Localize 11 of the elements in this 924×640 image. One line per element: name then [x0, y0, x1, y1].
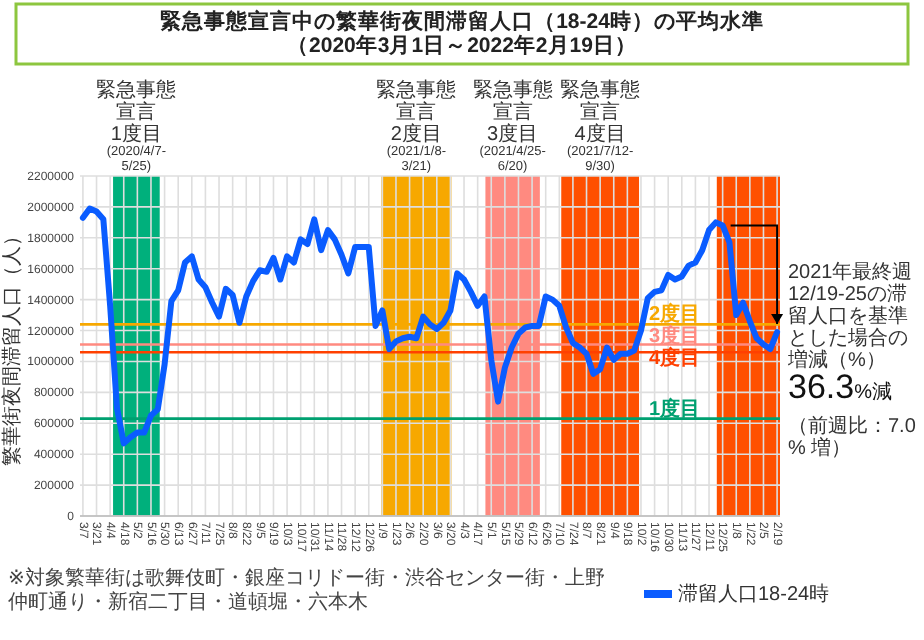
legend-label: 滞留人口18-24時	[678, 582, 830, 606]
text: （前週比：7.0% 増）	[788, 414, 917, 460]
y-axis-title: 繁華街夜間滞留人口（人）	[0, 226, 24, 466]
chart-title: 緊急事態宣言中の繁華街夜間滞留人口（18-24時）の平均水準（2020年3月1日～2022年2月19日）	[160, 8, 764, 58]
ref-line-label: 1度目	[648, 396, 700, 421]
ref-line-label: 2度目	[648, 302, 700, 327]
text: ※対象繁華街は歌舞伎町・銀座コリドー街・渋谷センター街・上野仲町通り・新宿二丁目・道頓堀・六本木	[8, 566, 605, 614]
text: 36.3%減	[788, 368, 892, 406]
line-series	[79, 205, 781, 447]
annotation: 2021年最終週12/19-25の滞留人口を基準とした場合の増減（%）	[786, 260, 913, 372]
ref-line-label: 3度目	[648, 324, 700, 349]
